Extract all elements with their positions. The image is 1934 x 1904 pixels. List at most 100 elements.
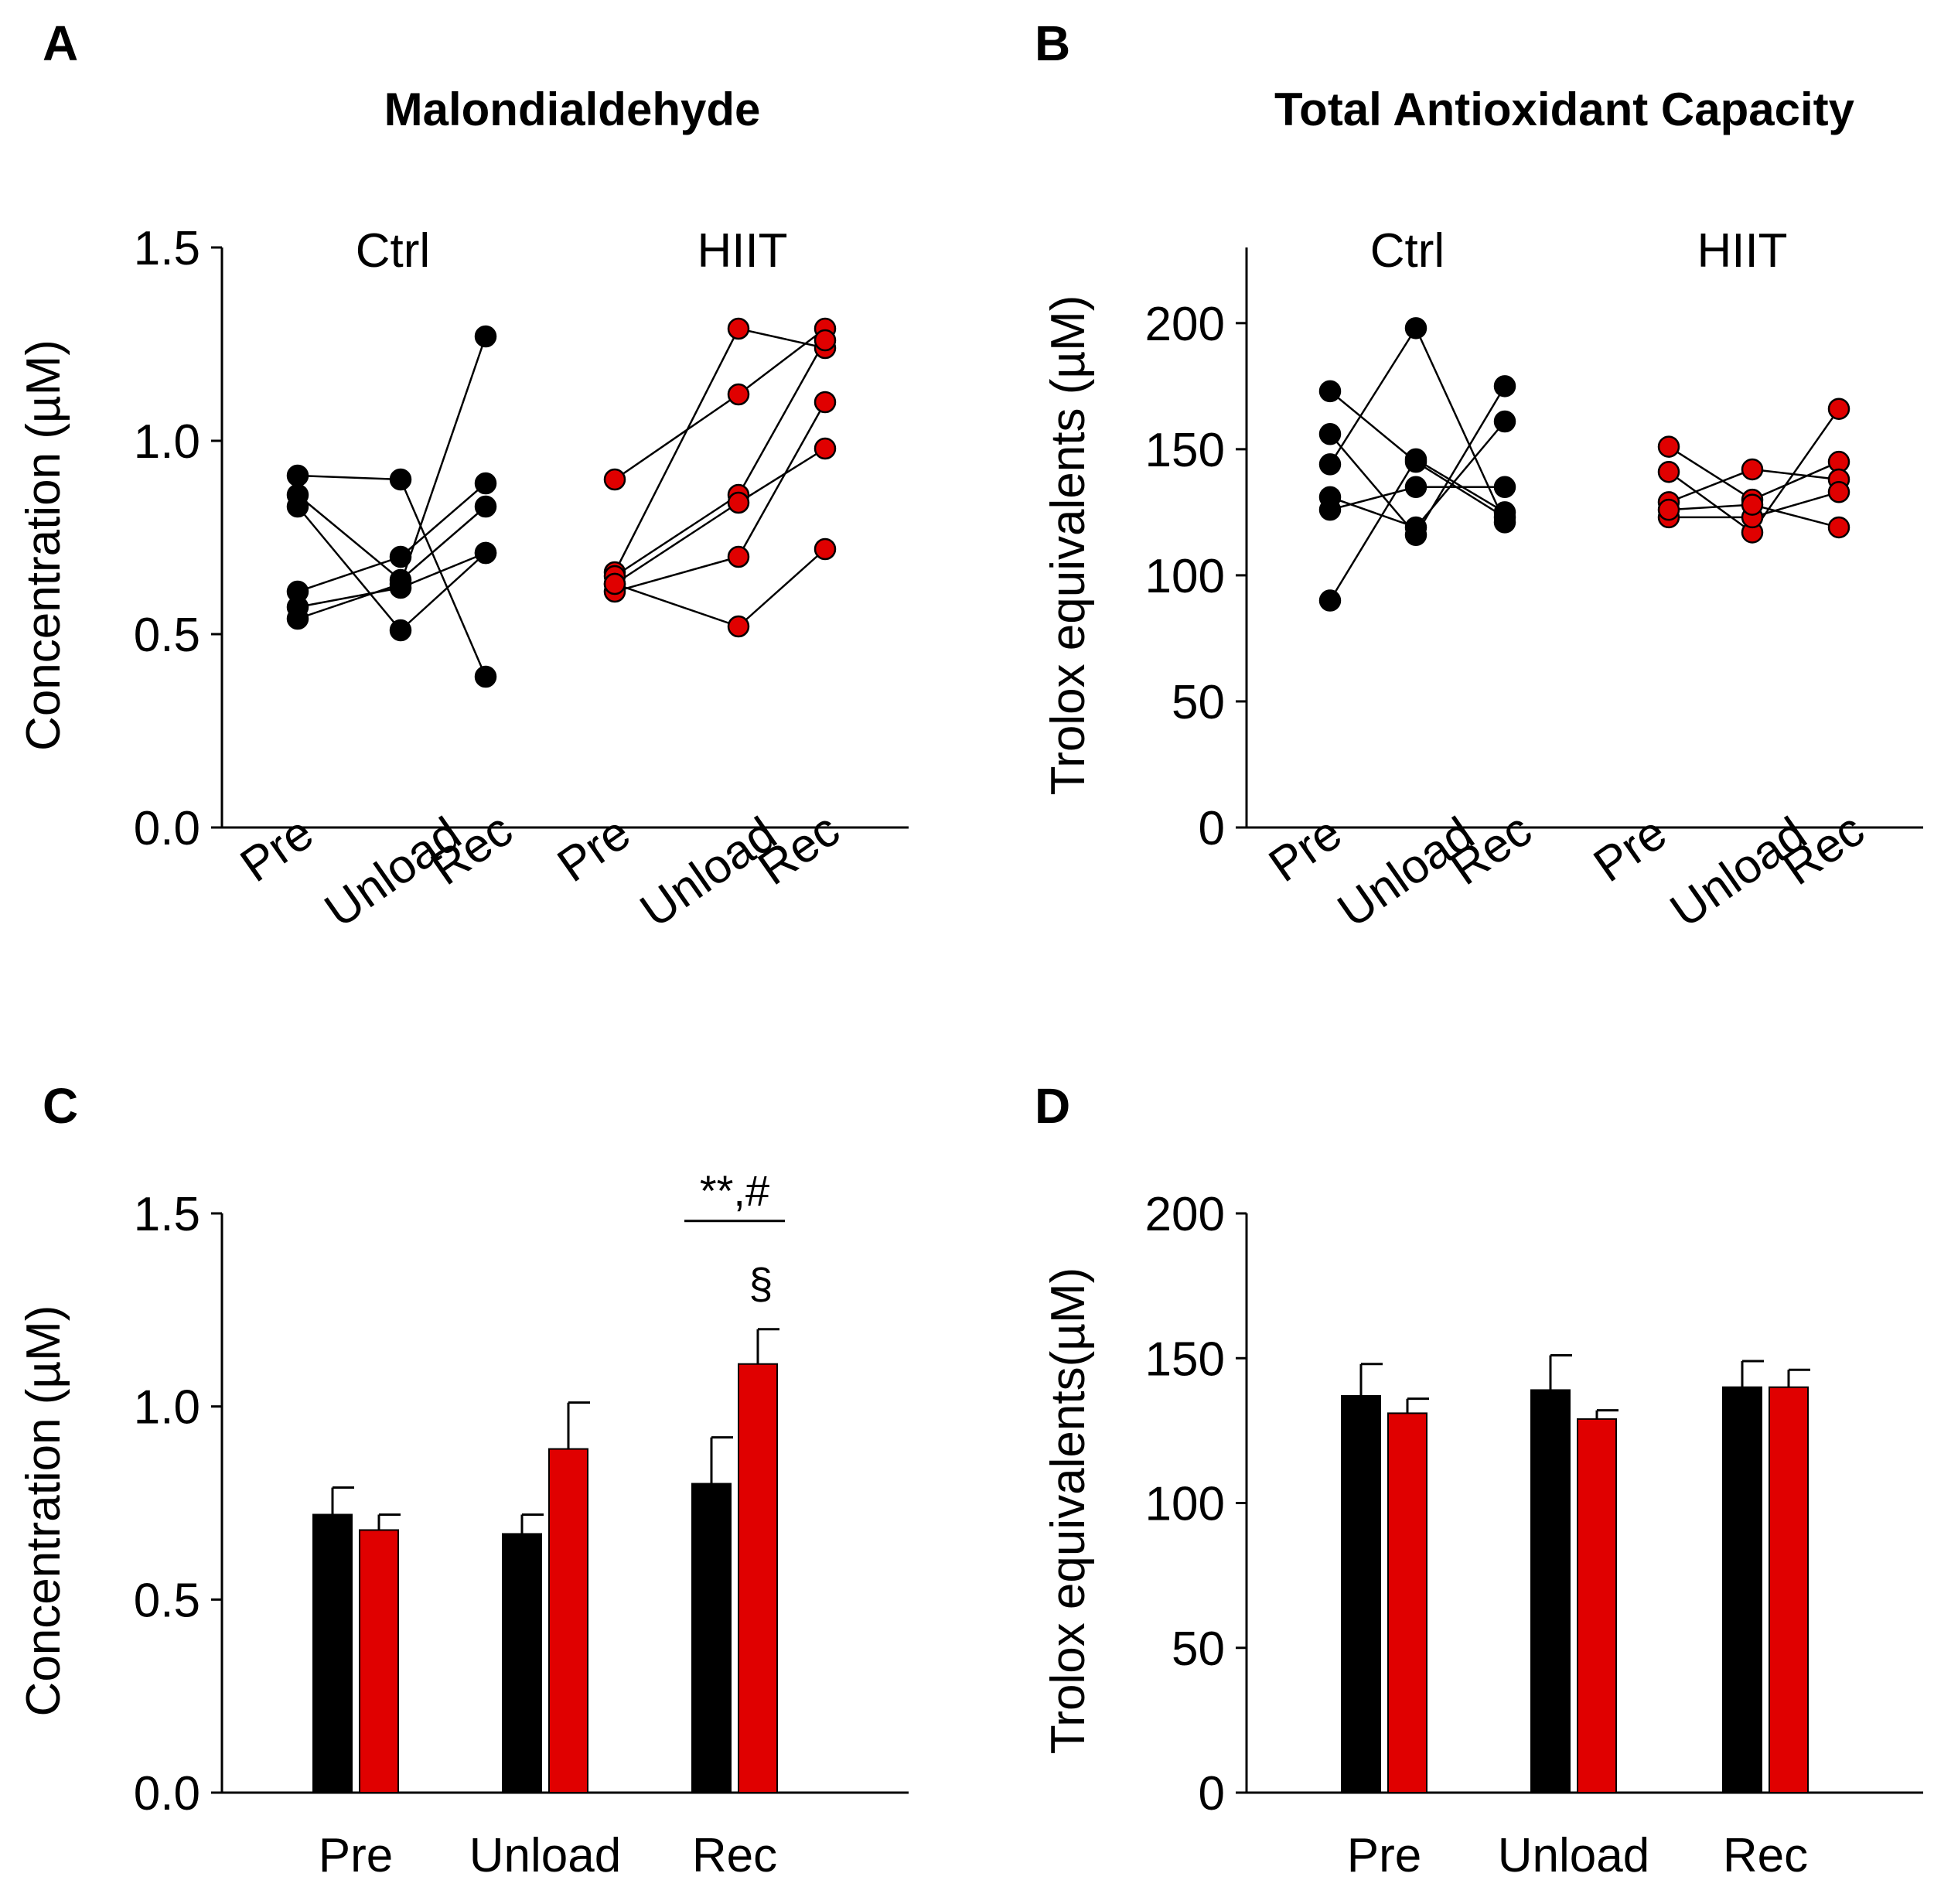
data-point-ctrl-unload: [1404, 516, 1427, 539]
bar-hiit-rec: [738, 1363, 778, 1793]
data-point-hiit-unload: [727, 545, 750, 568]
y-tick-label-D: 200: [1145, 1188, 1225, 1241]
data-point-hiit-unload: [727, 615, 750, 638]
bar-hiit-pre: [1387, 1412, 1427, 1794]
group-label-hiit: HIIT: [697, 224, 787, 278]
y-tick-label-A: 1.0: [134, 415, 200, 469]
panel-title-a: Malondialdehyde: [384, 84, 761, 135]
data-point-ctrl-rec: [474, 541, 497, 565]
data-point-ctrl-pre: [1318, 589, 1342, 612]
data-point-ctrl-unload: [389, 619, 412, 642]
data-point-ctrl-rec: [474, 665, 497, 688]
data-point-ctrl-unload: [1404, 476, 1427, 499]
panel-letter-c: C: [43, 1078, 78, 1134]
data-point-ctrl-rec: [1493, 501, 1516, 524]
data-point-ctrl-pre: [286, 607, 309, 630]
data-point-ctrl-rec: [474, 472, 497, 495]
panel-letter-a: A: [43, 15, 78, 71]
y-tick-label-A: 0.0: [134, 802, 200, 855]
group-label-ctrl: Ctrl: [1370, 224, 1445, 278]
data-point-hiit-unload: [727, 383, 750, 406]
data-point-hiit-rec: [1827, 481, 1850, 503]
data-point-ctrl-pre: [1318, 498, 1342, 521]
y-axis-label-A: Concentration (µM): [17, 340, 70, 751]
x-tick-label-hiit-rec: Rec: [749, 803, 849, 896]
data-point-ctrl-pre: [286, 495, 309, 518]
y-tick-label-B: 100: [1145, 550, 1225, 603]
y-tick-label-A: 1.5: [134, 222, 200, 275]
x-tick-label-unload: Unload: [1498, 1829, 1649, 1882]
annotation-significance: **,#: [700, 1166, 769, 1215]
x-tick-label-hiit-pre: Pre: [548, 806, 640, 892]
x-tick-label-ctrl-pre: Pre: [1260, 806, 1352, 892]
x-tick-label-hiit-pre: Pre: [1584, 806, 1676, 892]
y-tick-label-D: 0: [1199, 1767, 1225, 1820]
x-tick-label-ctrl-pre: Pre: [231, 806, 323, 892]
data-point-ctrl-rec: [474, 495, 497, 518]
subject-line-hiit: [613, 327, 826, 573]
data-point-ctrl-rec: [474, 325, 497, 348]
data-point-ctrl-pre: [286, 464, 309, 487]
data-point-hiit-unload: [1741, 458, 1764, 481]
data-point-hiit-pre: [603, 468, 626, 491]
panel-letter-d: D: [1035, 1078, 1070, 1134]
data-point-ctrl-pre: [1318, 380, 1342, 403]
data-point-ctrl-unload: [1404, 448, 1427, 471]
data-point-ctrl-pre: [1318, 423, 1342, 445]
bar-ctrl-pre: [312, 1513, 353, 1793]
y-tick-label-B: 50: [1172, 676, 1225, 729]
bar-ctrl-pre: [1341, 1394, 1381, 1794]
data-point-hiit-rec: [814, 329, 837, 352]
y-tick-label-B: 200: [1145, 298, 1225, 351]
y-tick-label-C: 0.0: [134, 1767, 200, 1820]
data-point-ctrl-unload: [1404, 317, 1427, 340]
y-tick-label-A: 0.5: [134, 609, 200, 662]
y-tick-label-B: 150: [1145, 424, 1225, 477]
group-label-ctrl: Ctrl: [356, 224, 430, 278]
bar-ctrl-unload: [502, 1533, 542, 1793]
x-tick-label-rec: Rec: [692, 1829, 777, 1882]
data-point-hiit-rec: [1827, 398, 1850, 420]
y-tick-label-D: 100: [1145, 1478, 1225, 1531]
y-tick-label-C: 1.5: [134, 1188, 200, 1241]
data-point-hiit-rec: [814, 537, 837, 561]
bar-hiit-unload: [548, 1448, 588, 1794]
data-point-ctrl-rec: [1493, 375, 1516, 398]
x-tick-label-pre: Pre: [1347, 1829, 1421, 1882]
bar-hiit-unload: [1577, 1418, 1617, 1794]
data-point-ctrl-pre: [1318, 453, 1342, 476]
subject-line-hiit: [614, 548, 826, 628]
data-point-hiit-rec: [1827, 516, 1850, 539]
data-point-hiit-pre: [1657, 435, 1680, 458]
data-point-hiit-unload: [1741, 493, 1764, 516]
y-tick-label-C: 1.0: [134, 1381, 200, 1435]
data-point-hiit-pre: [603, 572, 626, 595]
data-point-ctrl-unload: [389, 545, 412, 568]
x-tick-label-unload: Unload: [469, 1829, 621, 1882]
bar-ctrl-unload: [1530, 1389, 1571, 1793]
y-tick-label-B: 0: [1199, 802, 1225, 855]
data-point-hiit-rec: [814, 437, 837, 460]
bar-ctrl-rec: [1722, 1386, 1762, 1793]
bar-hiit-pre: [359, 1529, 399, 1794]
y-axis-label-B: Trolox equivalents (µM): [1042, 295, 1095, 796]
annotation-section-mark: §: [749, 1259, 773, 1308]
y-tick-label-C: 0.5: [134, 1574, 200, 1627]
x-tick-label-rec: Rec: [1723, 1829, 1808, 1882]
bar-hiit-rec: [1769, 1386, 1809, 1793]
data-point-hiit-unload: [727, 491, 750, 514]
chart-c-malondialdehyde-means: 0.0 0.5 1.0 1.5 Concentration (µM) Pre Unload R…: [17, 1166, 909, 1882]
panel-letter-b: B: [1035, 15, 1070, 71]
x-tick-label-pre: Pre: [319, 1829, 393, 1882]
data-point-ctrl-unload: [389, 572, 412, 595]
data-point-hiit-pre: [1657, 498, 1680, 521]
bar-ctrl-rec: [691, 1483, 732, 1793]
subject-line-ctrl: [1329, 421, 1506, 529]
chart-d-tac-means: 0 50 100 150 200 Trolox equivalents(µM) Pre Unl…: [1042, 1188, 1923, 1882]
panel-title-b: Total Antioxidant Capacity: [1274, 84, 1855, 135]
y-axis-label-C: Concentration (µM): [17, 1305, 70, 1717]
y-tick-label-D: 150: [1145, 1332, 1225, 1386]
data-point-hiit-rec: [814, 391, 837, 414]
